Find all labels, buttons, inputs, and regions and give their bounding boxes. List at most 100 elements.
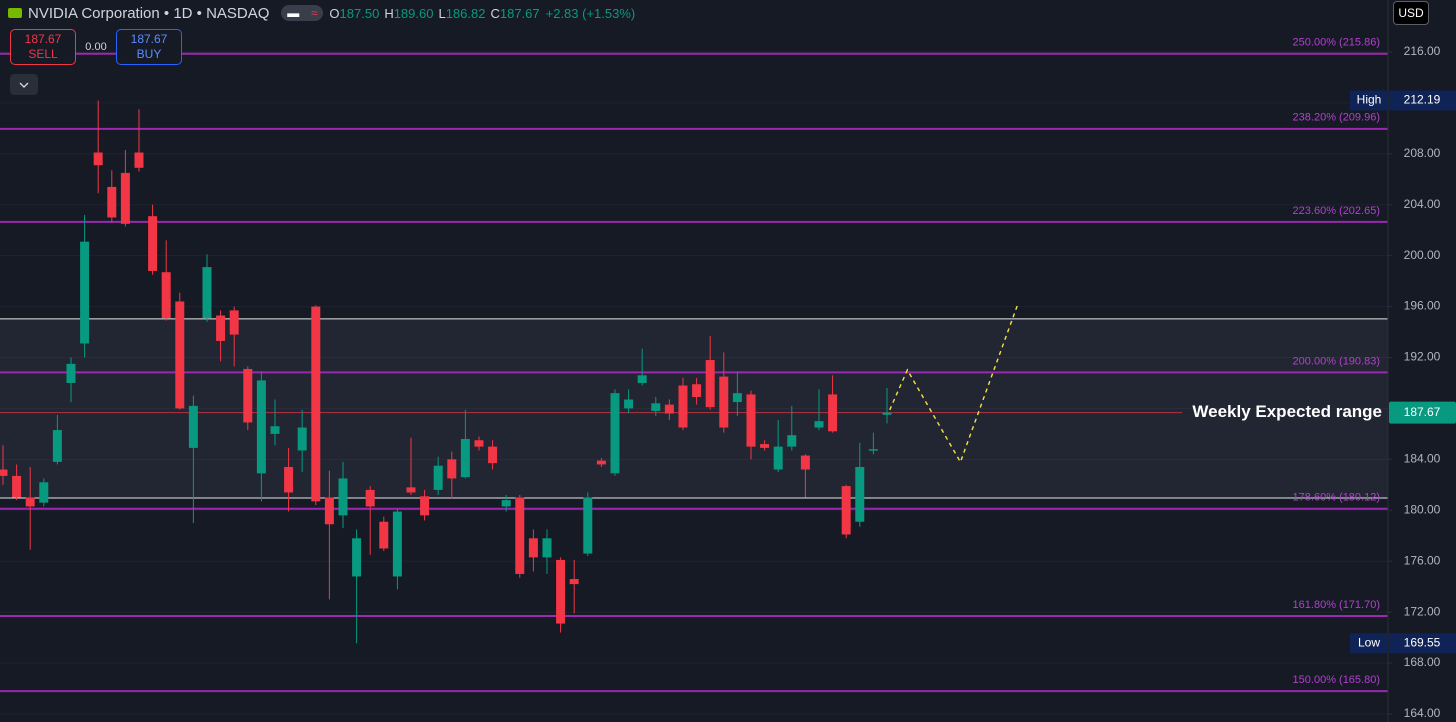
candle-body (66, 363, 76, 383)
candle (433, 456, 443, 495)
sell-label: SELL (28, 47, 58, 61)
candle-body (202, 267, 212, 319)
candle-body (787, 435, 797, 447)
candle-body (406, 487, 416, 493)
fib-level-label: 178.60% (180.12) (1293, 492, 1380, 504)
candle-body (433, 465, 443, 490)
ohlc-value: 187.67 (499, 5, 540, 21)
candle-body (188, 405, 198, 448)
candle-body (297, 427, 307, 451)
candle (637, 348, 647, 386)
candle (556, 557, 566, 633)
ohlc-item: L186.82 (438, 6, 485, 21)
candle-body (365, 489, 375, 507)
candle (243, 366, 253, 431)
candle-body (243, 368, 253, 423)
candle-body (0, 469, 8, 476)
candle-body (270, 426, 280, 434)
candle (692, 377, 702, 405)
low-label: Low (1358, 635, 1380, 649)
candle-body (25, 497, 35, 507)
candle (868, 432, 878, 455)
candle (352, 529, 362, 644)
candle-body (855, 466, 865, 522)
candle (501, 494, 511, 512)
candle-body (175, 301, 185, 409)
chart-mode-toggle[interactable]: ▬ ≈ (281, 5, 324, 21)
candle (270, 399, 280, 446)
candle (148, 204, 158, 275)
candle (80, 214, 90, 358)
candle-body (120, 172, 130, 224)
candle (324, 470, 334, 600)
trade-panel: 187.67 SELL 0.00 187.67 BUY (10, 29, 182, 65)
candle-body (338, 478, 348, 516)
ohlc-item: H189.60 (384, 6, 433, 21)
ohlc-item: O187.50 (329, 6, 379, 21)
candle-body (719, 376, 729, 428)
y-tick-label: 216.00 (1404, 44, 1441, 58)
ohlc-values: O187.50 H189.60 L186.82 C187.67 (329, 6, 539, 21)
candle (460, 409, 470, 479)
candle (161, 240, 171, 321)
nvidia-logo (8, 8, 22, 18)
candle (828, 375, 838, 433)
symbol-header: NVIDIA Corporation • 1D • NASDAQ ▬ ≈ O187… (8, 2, 635, 24)
y-tick-label: 204.00 (1404, 197, 1441, 211)
candle-body (624, 399, 634, 409)
candle (773, 419, 783, 473)
candle-body (664, 404, 674, 414)
candle-body (501, 500, 511, 507)
candle (447, 451, 457, 499)
collapse-button[interactable] (10, 74, 38, 95)
candle-body (678, 385, 688, 428)
candle (610, 389, 620, 476)
candle (760, 440, 770, 451)
y-tick-label: 184.00 (1404, 452, 1441, 466)
candle-body (692, 384, 702, 397)
high-value: 212.19 (1404, 93, 1441, 107)
candle (678, 377, 688, 431)
candle-body (705, 360, 715, 408)
candle (338, 461, 348, 529)
price-axis: 164.00168.00172.00176.00180.00184.00188.… (1350, 0, 1456, 722)
candle-body (882, 412, 892, 415)
candle (569, 559, 579, 614)
candle (311, 305, 321, 506)
candle (175, 292, 185, 410)
low-label-box (1350, 633, 1388, 654)
currency-button[interactable]: USD (1393, 1, 1429, 25)
ohlc-key: C (490, 5, 500, 21)
candle-body (596, 460, 606, 465)
candle (420, 489, 430, 521)
buy-button[interactable]: 187.67 BUY (116, 29, 182, 65)
fib-level-label: 250.00% (215.86) (1293, 37, 1380, 49)
candle (297, 409, 307, 473)
buy-label: BUY (136, 47, 162, 61)
sell-button[interactable]: 187.67 SELL (10, 29, 76, 65)
candle-body (216, 315, 226, 341)
candle-body (488, 446, 498, 464)
ohlc-key: H (384, 5, 394, 21)
y-tick-label: 180.00 (1404, 502, 1441, 516)
low-value: 169.55 (1404, 635, 1441, 649)
candle (25, 466, 35, 550)
expected-range-label: Weekly Expected range (1192, 402, 1382, 421)
candle (651, 396, 661, 417)
candle-body (610, 393, 620, 474)
candle-body (148, 216, 158, 271)
candle (365, 486, 375, 555)
candle-body (800, 455, 810, 470)
last-price-value: 187.67 (1404, 405, 1441, 419)
candle-body (420, 496, 430, 516)
candle-body (52, 430, 62, 462)
icon: ▬ (287, 6, 300, 20)
candle-body (814, 421, 824, 428)
candle-body (107, 186, 117, 218)
candle (528, 529, 538, 572)
candle-body (352, 538, 362, 577)
candle (882, 388, 892, 424)
